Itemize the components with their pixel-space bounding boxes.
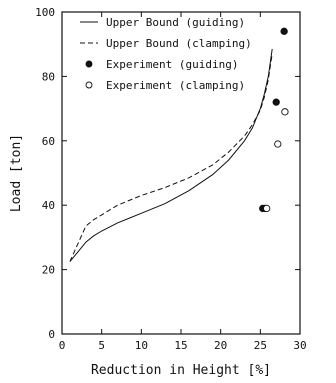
y-tick-label: 0 bbox=[48, 328, 55, 341]
x-tick-label: 0 bbox=[59, 339, 66, 352]
y-axis-title: Load [ton] bbox=[9, 134, 24, 212]
experiment-guiding-point bbox=[272, 98, 280, 106]
series-line-1 bbox=[69, 53, 273, 262]
x-tick-label: 20 bbox=[214, 339, 227, 352]
x-tick-label: 25 bbox=[254, 339, 267, 352]
axis-tick-labels: 0 5 10 15 20 25 30 0 20 40 60 80 100 bbox=[35, 6, 307, 352]
experiment-guiding-point bbox=[280, 27, 288, 35]
x-axis-title: Reduction in Height [%] bbox=[91, 363, 271, 378]
y-tick-label: 60 bbox=[42, 135, 55, 148]
series-layer bbox=[69, 27, 289, 262]
legend-swatch-3 bbox=[85, 81, 93, 89]
legend-label-1: Upper Bound (clamping) bbox=[106, 37, 252, 50]
x-tick-label: 10 bbox=[135, 339, 148, 352]
legend-swatch-2 bbox=[85, 60, 93, 68]
y-tick-label: 40 bbox=[42, 199, 55, 212]
y-tick-label: 20 bbox=[42, 264, 55, 277]
legend: Upper Bound (guiding) Upper Bound (clampi… bbox=[80, 16, 252, 92]
experiment-clamping-point bbox=[281, 108, 289, 116]
experiment-clamping-point bbox=[263, 204, 271, 213]
legend-label-3: Experiment (clamping) bbox=[106, 79, 245, 92]
x-tick-label: 5 bbox=[98, 339, 105, 352]
experiment-clamping-point bbox=[274, 140, 282, 148]
legend-label-0: Upper Bound (guiding) bbox=[106, 16, 245, 29]
y-tick-label: 100 bbox=[35, 6, 55, 19]
axis-ticks bbox=[61, 11, 301, 335]
x-tick-label: 30 bbox=[293, 339, 306, 352]
x-tick-label: 15 bbox=[174, 339, 187, 352]
y-tick-label: 80 bbox=[42, 70, 55, 83]
series-line-0 bbox=[69, 48, 273, 262]
legend-label-2: Experiment (guiding) bbox=[106, 58, 238, 71]
